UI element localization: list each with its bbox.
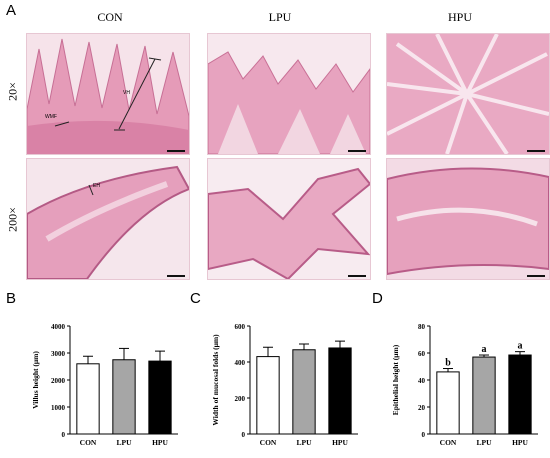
x-tick-label: HPU [512,438,528,447]
y-tick-label: 60 [418,350,426,358]
y-tick-label: 1000 [51,404,66,412]
bar-hpu [328,347,352,435]
y-tick-label: 2000 [51,377,66,385]
scale-bar [167,150,185,152]
y-tick-label: 200 [235,395,246,403]
panel-letter-b: B [6,290,17,307]
micrograph-con-200x: EH [26,158,190,280]
y-tick-label: 3000 [51,350,66,358]
y-tick-label: 40 [418,377,426,385]
y-tick-label: 80 [418,323,426,331]
group-title-con: CON [97,10,123,24]
x-tick-label: LPU [297,438,313,447]
y-tick-label: 20 [418,404,426,412]
y-tick-label: 0 [422,431,426,439]
significance-letter: b [445,358,451,369]
bar-lpu [292,349,316,435]
x-tick-label: HPU [152,438,168,447]
micrograph-hpu-20x [386,33,550,155]
y-tick-label: 400 [235,359,246,367]
scale-bar [348,150,366,152]
bar-hpu [508,354,532,435]
x-tick-label: CON [440,438,457,447]
group-title-lpu: LPU [268,10,292,24]
y-tick-label: 0 [62,431,66,439]
annotation-vh: VH [123,90,130,96]
scale-bar [527,275,545,277]
y-axis-label: Epithelial height (μm) [391,344,400,415]
y-tick-label: 0 [242,431,246,439]
y-axis-label: Villus height (μm) [31,351,40,409]
significance-letter: a [482,344,487,355]
micrograph-con-20x: VH WMF [26,33,190,155]
x-tick-label: CON [260,438,277,447]
panel-letter-d: D [372,290,383,307]
y-tick-label: 600 [235,323,246,331]
scale-bar [348,275,366,277]
y-axis-label: Width of mucosal folds (μm) [211,334,220,426]
scale-bar [527,150,545,152]
magnification-label-200x: 200× [5,207,20,232]
micrograph-lpu-20x [207,33,371,155]
y-tick-label: 4000 [51,323,66,331]
magnification-label-20x: 20× [5,82,20,101]
x-tick-label: CON [80,438,97,447]
panel-letter-c: C [190,290,201,307]
bar-con [76,363,100,435]
chart-epithelial-height: 0 20 40 60 80 Epithelial height (μm) b CON a LPU a… [378,302,546,452]
micrograph-lpu-200x [207,158,371,280]
significance-letter: a [518,341,523,352]
x-tick-label: LPU [477,438,493,447]
bar-con [256,356,280,435]
chart-villus-height: 0 1000 2000 3000 4000 Villus height (μm) CON LP… [18,302,186,452]
panel-letter-a: A [6,2,17,19]
x-tick-label: HPU [332,438,348,447]
bar-hpu [148,360,172,435]
bar-lpu [472,356,496,435]
chart-mucosal-fold-width: 0 200 400 600 Width of mucosal folds (μm) CON… [198,302,366,452]
bar-lpu [112,359,136,435]
annotation-wmf: WMF [45,114,57,120]
scale-bar [167,275,185,277]
micrograph-hpu-200x [386,158,550,280]
group-title-hpu: HPU [447,10,472,24]
annotation-eh: EH [93,183,100,189]
x-tick-label: LPU [117,438,133,447]
bar-con [436,371,460,435]
